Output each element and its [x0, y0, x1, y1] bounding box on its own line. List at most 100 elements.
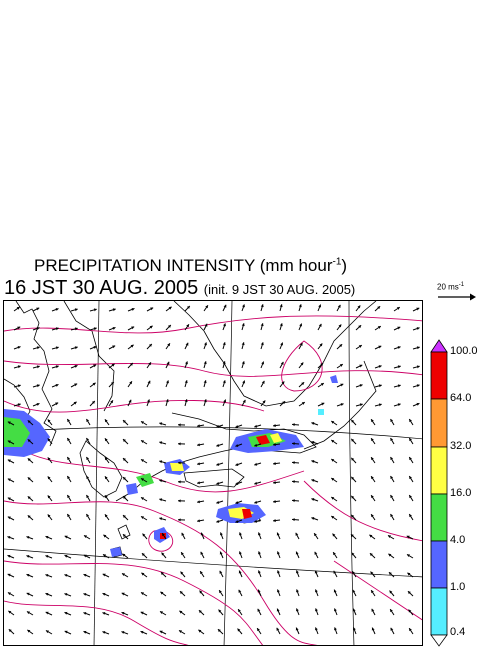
- wind-vector-head: [223, 304, 227, 308]
- title-text: PRECIPITATION INTENSITY (mm hour: [34, 256, 333, 275]
- wind-vector-head: [371, 419, 374, 423]
- wind-vector-head: [178, 461, 181, 465]
- wind-vector-head: [408, 609, 412, 613]
- colorbar-label-100: 100.0: [450, 345, 478, 357]
- wind-vector-head: [110, 381, 114, 385]
- wind-vector-head: [17, 365, 21, 369]
- wind-vector-head: [390, 475, 394, 479]
- wind-vector-head: [311, 460, 315, 463]
- wind-vector-head: [130, 344, 134, 348]
- wind-vector-head: [64, 630, 68, 634]
- wind-vector-head: [409, 476, 412, 480]
- wind-vector-head: [178, 442, 181, 446]
- wind-vector-head: [17, 346, 21, 349]
- wind-vector-head: [416, 402, 420, 406]
- wind-vector-head: [123, 477, 126, 480]
- wind-vector-head: [147, 399, 150, 403]
- wind-vector-head: [180, 571, 184, 575]
- colorbar-band-04-1: [430, 587, 448, 636]
- wind-vector-head: [197, 443, 200, 447]
- wind-vector-head: [371, 590, 374, 594]
- wind-vector-head: [123, 515, 126, 518]
- wind-vector-head: [129, 362, 133, 366]
- wind-vector-head: [150, 307, 154, 311]
- wind-vector-head: [371, 627, 375, 631]
- wind-vector-head: [295, 570, 299, 574]
- wind-vector-head: [235, 482, 239, 485]
- wind-vector-head: [280, 342, 284, 346]
- wind-vector-head: [7, 440, 11, 444]
- wind-vector-head: [219, 570, 223, 574]
- wind-vector-head: [222, 380, 226, 384]
- wind-vector-head: [257, 570, 261, 574]
- wind-vector-head: [67, 438, 71, 442]
- wind-vector-head: [314, 551, 318, 555]
- wind-vector-head: [103, 534, 107, 538]
- colorbar-label-32: 32.0: [450, 440, 472, 452]
- wind-vector-head: [257, 532, 261, 536]
- wind-vector-head: [204, 342, 207, 346]
- wind-vector-head: [254, 481, 258, 485]
- wind-vector-head: [197, 500, 200, 504]
- wind-vector-head: [55, 346, 59, 350]
- wind-vector-head: [416, 307, 420, 311]
- wind-vector-head: [86, 456, 90, 460]
- wind-vector-head: [27, 477, 31, 481]
- wind-vector-head: [279, 304, 283, 308]
- wind-vector-head: [409, 438, 412, 442]
- wind-vector-head: [314, 589, 318, 593]
- wind-vector-head: [141, 440, 145, 444]
- wind-vector-head: [141, 459, 145, 463]
- colorbar-band-64-100: [430, 351, 448, 400]
- wind-vector-head: [397, 326, 401, 330]
- wind-vector-head: [333, 589, 337, 593]
- wind-vector-head: [359, 364, 363, 368]
- wind-vector-head: [7, 592, 11, 596]
- wind-vector-head: [86, 418, 90, 422]
- wind-vector-head: [216, 462, 220, 466]
- wind-vector-head: [141, 478, 145, 482]
- wind-vector-head: [129, 381, 132, 385]
- wind-vector-head: [27, 420, 31, 424]
- wind-vector-head: [279, 323, 283, 327]
- wind-vector-head: [219, 551, 223, 555]
- wind-vector-head: [36, 384, 40, 388]
- wind-vector-head: [26, 573, 30, 577]
- wind-vector-head: [47, 476, 51, 480]
- wind-vector-head: [198, 610, 202, 614]
- wind-vector-head: [235, 425, 239, 428]
- wind-vector-head: [112, 308, 116, 312]
- wind-vector-head: [301, 382, 305, 386]
- wind-vector-head: [409, 495, 412, 499]
- wind-vector-head: [149, 325, 153, 329]
- wind-vector-head: [378, 345, 382, 349]
- wind-vector-head: [396, 307, 400, 310]
- wind-vector-head: [45, 535, 49, 539]
- wind-vector-head: [168, 306, 172, 310]
- wind-vector-head: [83, 573, 87, 577]
- wind-vector-head: [352, 608, 356, 612]
- wind-vector-head: [351, 457, 355, 461]
- wind-vector-head: [102, 592, 106, 596]
- wind-vector-head: [311, 479, 315, 482]
- wind-vector-head: [67, 495, 71, 499]
- wind-vector-head: [351, 419, 355, 423]
- wind-vector-head: [17, 403, 21, 407]
- valid-time-line: 16 JST 30 AUG. 2005 (init. 9 JST 30 AUG.…: [4, 277, 355, 300]
- wind-vector-head: [276, 532, 280, 536]
- wind-vector-head: [178, 630, 182, 634]
- wind-vector-head: [241, 342, 245, 346]
- wind-vector-head: [162, 533, 165, 537]
- wind-vector-head: [277, 570, 280, 574]
- wind-vector-head: [86, 513, 90, 517]
- wind-vector-head: [74, 383, 78, 387]
- wind-vector-head: [104, 495, 108, 499]
- wind-vector-head: [200, 532, 204, 536]
- wind-vector-head: [47, 419, 51, 423]
- wind-vector-head: [83, 593, 87, 596]
- wind-vector-head: [218, 609, 222, 613]
- wind-vector-head: [371, 438, 374, 442]
- wind-vector-head: [241, 361, 245, 365]
- wind-vector-head: [378, 384, 382, 388]
- wind-vector-head: [223, 323, 226, 327]
